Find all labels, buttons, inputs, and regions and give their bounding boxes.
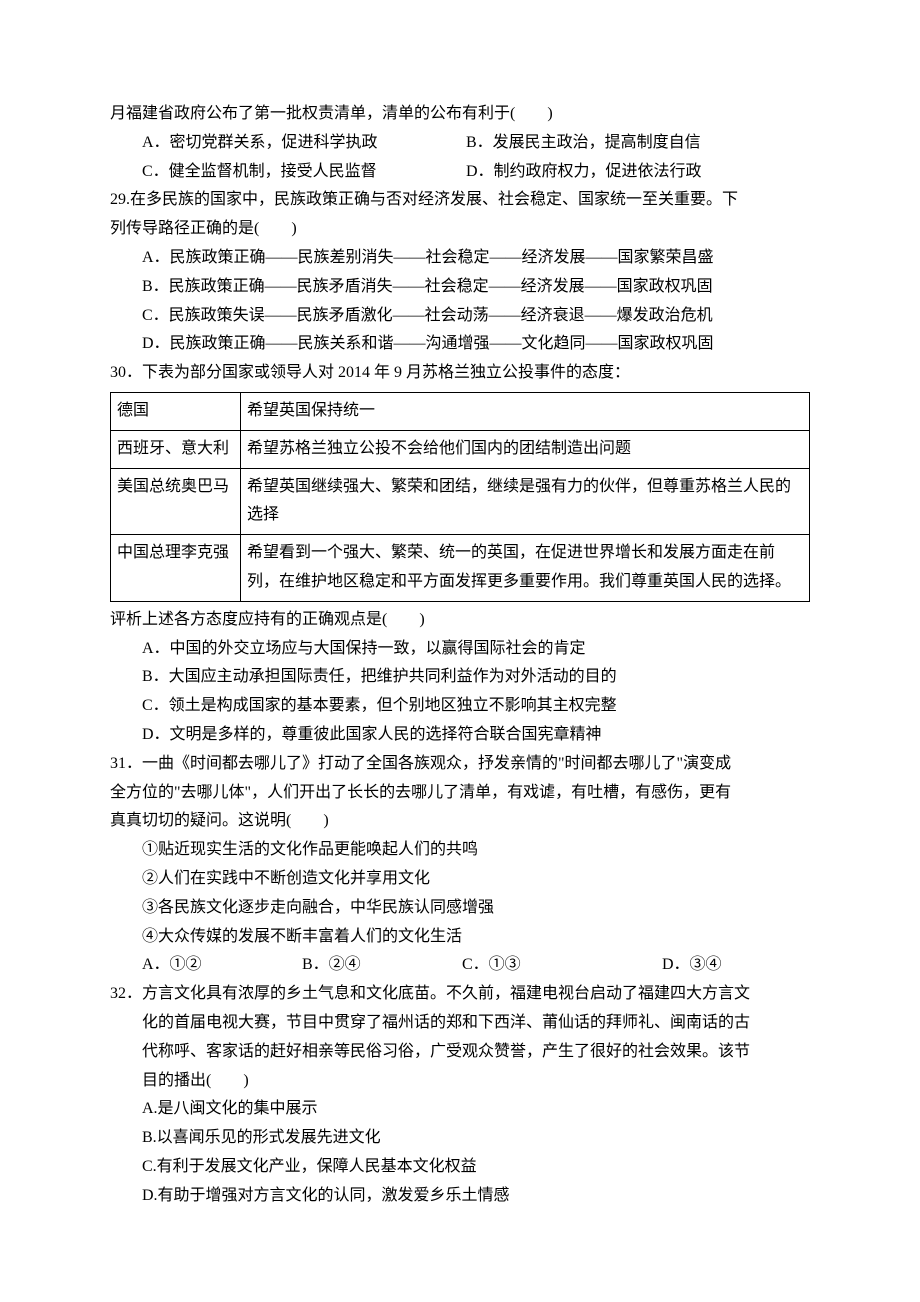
q31-stem-line3: 真真切切的疑问。这说明( ) <box>110 807 810 836</box>
q31-option-b: B．②④ <box>302 951 462 980</box>
q32-stem-line3: 代称呼、客家话的赶好相亲等民俗习俗，广受观众赞誉，产生了很好的社会效果。该节 <box>110 1038 810 1067</box>
q29-option-a: A．民族政策正确——民族差别消失——社会稳定——经济发展——国家繁荣昌盛 <box>110 244 810 273</box>
q31-stem-line2: 全方位的"去哪儿体"，人们开出了长长的去哪儿了清单，有戏谑，有吐槽，有感伤，更有 <box>110 779 810 808</box>
q32-stem-line1: 32．方言文化具有浓厚的乡土气息和文化底苗。不久前，福建电视台启动了福建四大方言… <box>110 980 810 1009</box>
q29-option-c: C．民族政策失误——民族矛盾激化——社会动荡——经济衰退——爆发政治危机 <box>110 302 810 331</box>
q32-option-c: C.有利于发展文化产业，保障人民基本文化权益 <box>110 1153 810 1182</box>
table-row: 美国总统奥巴马 希望英国继续强大、繁荣和团结，继续是强有力的伙伴，但尊重苏格兰人… <box>111 468 810 535</box>
q30-option-d: D．文明是多样的，尊重彼此国家人民的选择符合联合国宪章精神 <box>110 721 810 750</box>
q28-stem-continuation: 月福建省政府公布了第一批权责清单，清单的公布有利于( ) <box>110 100 810 129</box>
q29-option-d: D．民族政策正确——民族关系和谐——沟通增强——文化趋同——国家政权巩固 <box>110 330 810 359</box>
q31-option-c: C．①③ <box>462 951 662 980</box>
q32-stem-line4: 目的播出( ) <box>110 1067 810 1096</box>
q31-option-a: A．①② <box>142 951 302 980</box>
q28-options-row2: C．健全监督机制，接受人民监督 D．制约政府权力，促进依法行政 <box>110 158 810 187</box>
q31-option-d: D．③④ <box>662 951 782 980</box>
table-row: 中国总理李克强 希望看到一个强大、繁荣、统一的英国，在促进世界增长和发展方面走在… <box>111 535 810 602</box>
q30-stem: 30．下表为部分国家或领导人对 2014 年 9 月苏格兰独立公投事件的态度： <box>110 359 810 388</box>
q31-item-1: ①贴近现实生活的文化作品更能唤起人们的共鸣 <box>110 836 810 865</box>
q29-option-b: B．民族政策正确——民族矛盾消失——社会稳定——经济发展——国家政权巩固 <box>110 273 810 302</box>
table-cell-attitude: 希望看到一个强大、繁荣、统一的英国，在促进世界增长和发展方面走在前列，在维护地区… <box>241 535 810 602</box>
q28-option-a: A．密切党群关系，促进科学执政 <box>142 129 462 158</box>
q32-option-d: D.有助于增强对方言文化的认同，激发爱乡乐土情感 <box>110 1182 810 1211</box>
q28-option-b: B．发展民主政治，提高制度自信 <box>466 134 701 151</box>
q30-after: 评析上述各方态度应持有的正确观点是( ) <box>110 606 810 635</box>
q32-stem-line2: 化的首届电视大赛，节目中贯穿了福州话的郑和下西洋、莆仙话的拜师礼、闽南话的古 <box>110 1009 810 1038</box>
q32-option-a: A.是八闽文化的集中展示 <box>110 1095 810 1124</box>
q31-stem-line1: 31．一曲《时间都去哪儿了》打动了全国各族观众，抒发亲情的"时间都去哪儿了"演变… <box>110 750 810 779</box>
q31-item-2: ②人们在实践中不断创造文化并享用文化 <box>110 865 810 894</box>
q31-options-row: A．①② B．②④ C．①③ D．③④ <box>110 951 810 980</box>
q32-option-b: B.以喜闻乐见的形式发展先进文化 <box>110 1124 810 1153</box>
q29-stem-line2: 列传导路径正确的是( ) <box>110 215 810 244</box>
table-cell-attitude: 希望英国保持统一 <box>241 392 810 430</box>
q28-option-c: C．健全监督机制，接受人民监督 <box>142 158 462 187</box>
q30-option-a: A．中国的外交立场应与大国保持一致，以赢得国际社会的肯定 <box>110 635 810 664</box>
q31-item-4: ④大众传媒的发展不断丰富着人们的文化生活 <box>110 923 810 952</box>
table-cell-country: 西班牙、意大利 <box>111 430 241 468</box>
table-cell-country: 德国 <box>111 392 241 430</box>
q31-item-3: ③各民族文化逐步走向融合，中华民族认同感增强 <box>110 894 810 923</box>
table-cell-attitude: 希望英国继续强大、繁荣和团结，继续是强有力的伙伴，但尊重苏格兰人民的选择 <box>241 468 810 535</box>
table-cell-country: 中国总理李克强 <box>111 535 241 602</box>
table-cell-attitude: 希望苏格兰独立公投不会给他们国内的团结制造出问题 <box>241 430 810 468</box>
q30-table: 德国 希望英国保持统一 西班牙、意大利 希望苏格兰独立公投不会给他们国内的团结制… <box>110 392 810 602</box>
q28-options-row1: A．密切党群关系，促进科学执政 B．发展民主政治，提高制度自信 <box>110 129 810 158</box>
table-row: 西班牙、意大利 希望苏格兰独立公投不会给他们国内的团结制造出问题 <box>111 430 810 468</box>
q30-option-c: C．领土是构成国家的基本要素，但个别地区独立不影响其主权完整 <box>110 692 810 721</box>
q30-option-b: B．大国应主动承担国际责任，把维护共同利益作为对外活动的目的 <box>110 663 810 692</box>
table-row: 德国 希望英国保持统一 <box>111 392 810 430</box>
q28-option-d: D．制约政府权力，促进依法行政 <box>466 163 702 180</box>
table-cell-country: 美国总统奥巴马 <box>111 468 241 535</box>
q29-stem-line1: 29.在多民族的国家中，民族政策正确与否对经济发展、社会稳定、国家统一至关重要。… <box>110 186 810 215</box>
